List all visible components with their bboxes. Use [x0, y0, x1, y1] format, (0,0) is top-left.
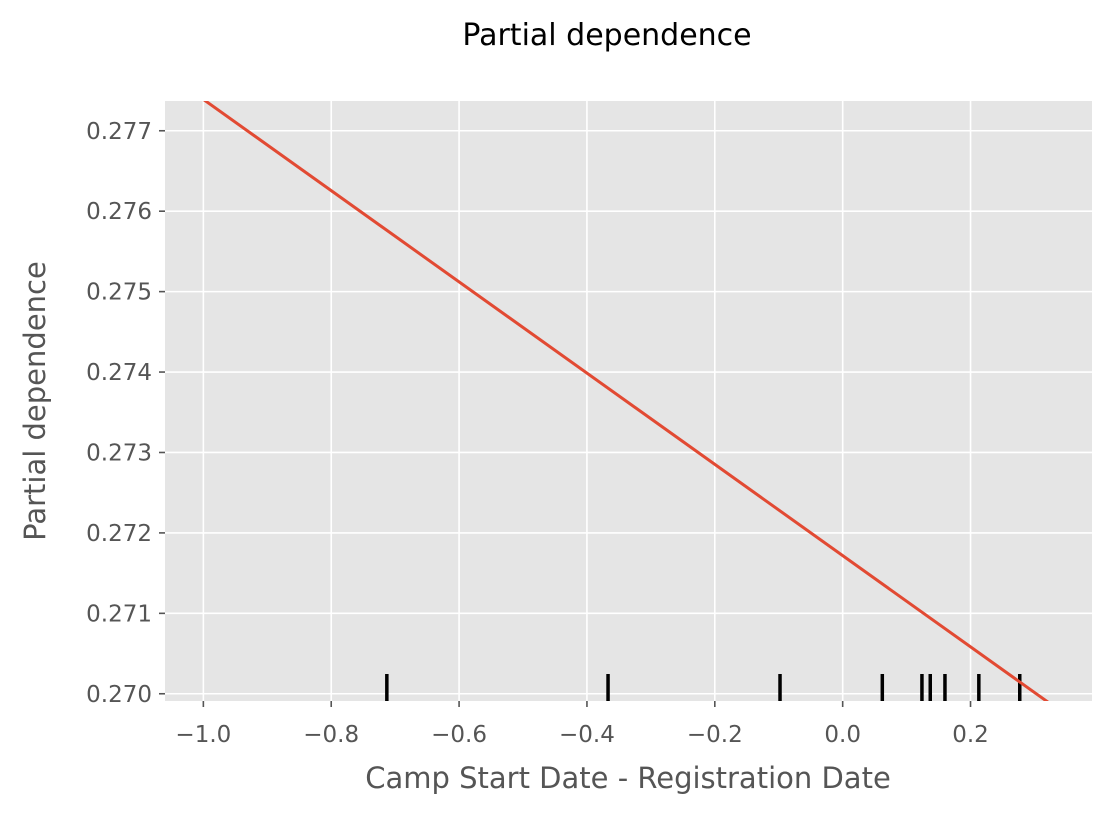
- x-tick-label: 0.2: [952, 722, 989, 748]
- x-tick-label: −0.2: [687, 722, 743, 748]
- series-lines: [203, 101, 1050, 701]
- grid: [165, 101, 1092, 701]
- y-tick-label: 0.276: [86, 199, 152, 225]
- y-tick-label: 0.270: [86, 682, 152, 708]
- x-axis-label: Camp Start Date - Registration Date: [365, 761, 891, 795]
- y-axis-ticks: 0.270 0.271 0.272 0.273 0.274 0.275 0.276 0.277: [86, 119, 165, 708]
- y-tick-label: 0.274: [86, 360, 152, 386]
- y-tick-label: 0.275: [86, 280, 152, 306]
- x-tick-label: −0.6: [431, 722, 487, 748]
- chart-title: Partial dependence: [462, 18, 751, 53]
- y-tick-label: 0.272: [86, 521, 152, 547]
- y-tick-label: 0.271: [86, 601, 152, 627]
- x-axis-ticks: −1.0 −0.8 −0.6 −0.4 −0.2 0.0 0.2: [175, 701, 989, 748]
- x-tick-label: −0.4: [559, 722, 615, 748]
- series-line: [203, 101, 1050, 701]
- x-tick-label: −1.0: [175, 722, 231, 748]
- x-tick-label: −0.8: [303, 722, 359, 748]
- decile-marks: [385, 674, 1022, 701]
- x-tick-label: 0.0: [824, 722, 861, 748]
- y-tick-label: 0.273: [86, 440, 152, 466]
- y-axis-label: Partial dependence: [18, 261, 52, 541]
- y-tick-label: 0.277: [86, 119, 152, 145]
